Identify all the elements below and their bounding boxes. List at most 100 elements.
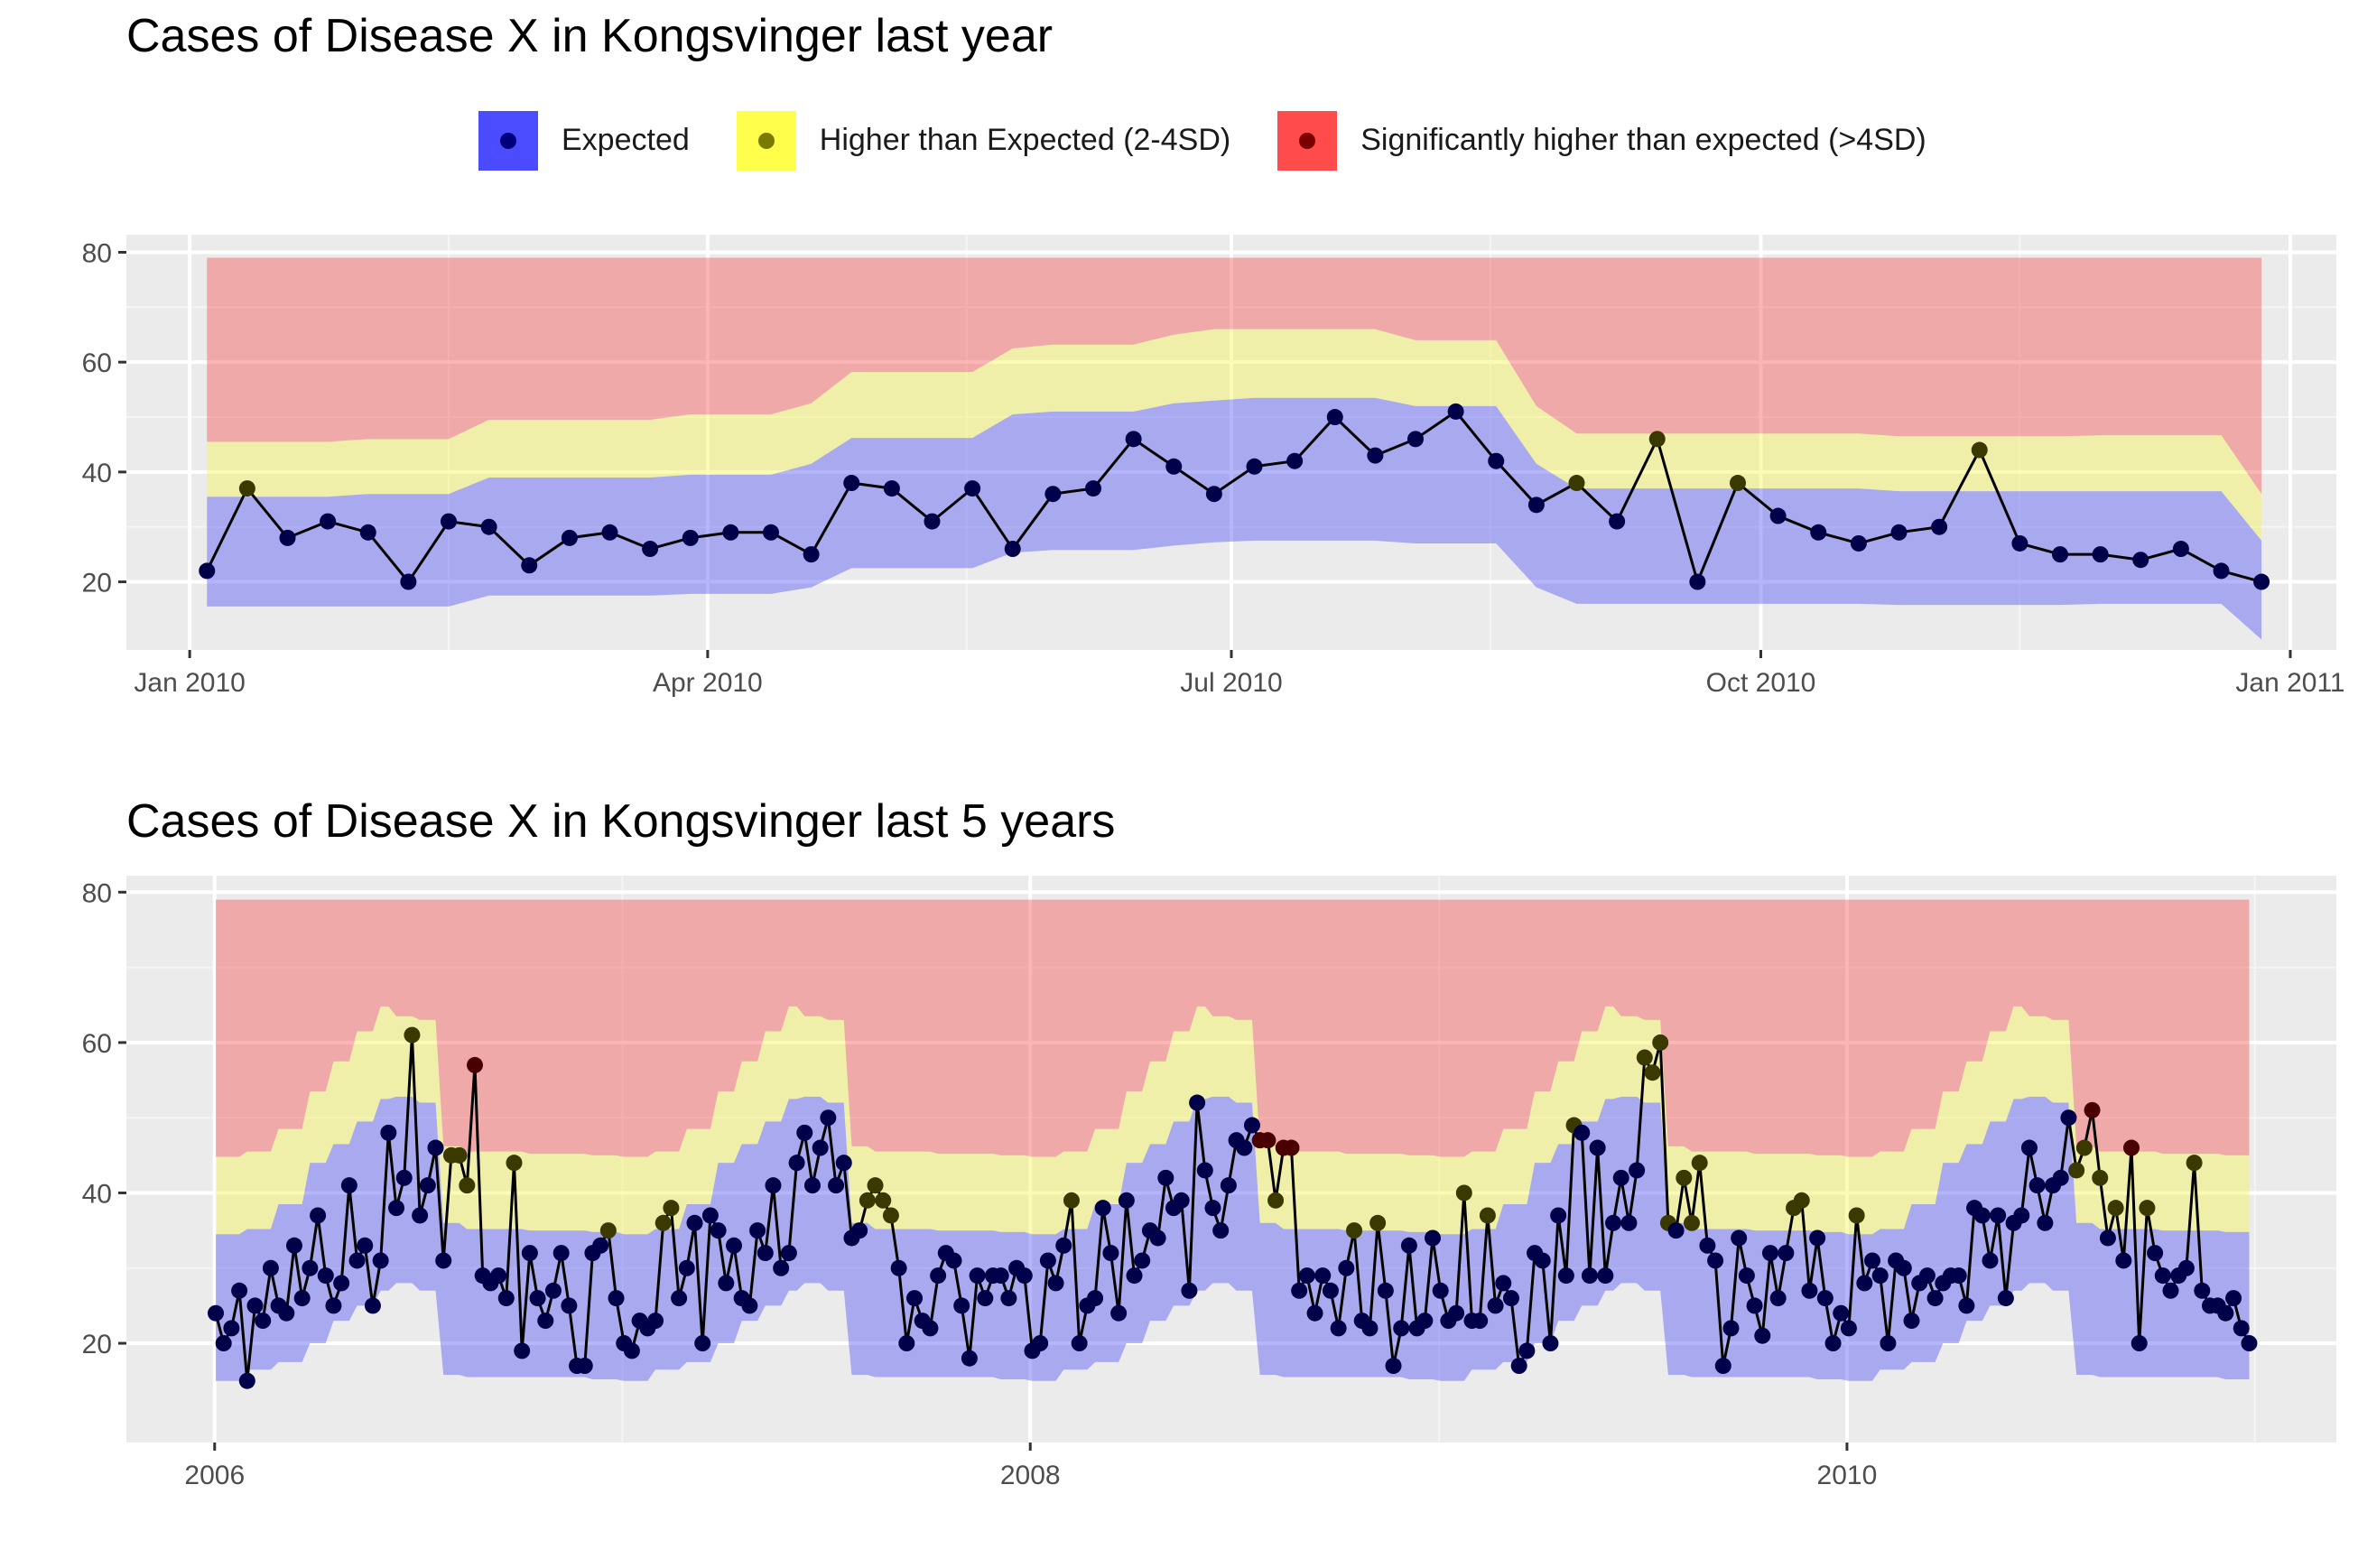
- band-significantly-higher: [207, 257, 2262, 495]
- data-point: [302, 1259, 319, 1276]
- data-point: [803, 1177, 821, 1194]
- data-point: [529, 1290, 546, 1307]
- data-point: [2115, 1252, 2132, 1269]
- data-point: [1761, 1245, 1778, 1262]
- data-point: [678, 1259, 695, 1276]
- data-point: [2139, 1200, 2156, 1217]
- data-point: [757, 1245, 774, 1262]
- data-point: [1047, 1275, 1064, 1292]
- data-point: [1997, 1290, 2014, 1307]
- data-point: [1864, 1252, 1881, 1269]
- data-point: [2147, 1245, 2164, 1262]
- data-point: [1400, 1237, 1417, 1254]
- data-point: [1973, 1207, 1991, 1224]
- data-point: [2217, 1304, 2234, 1322]
- data-point: [1550, 1207, 1567, 1224]
- data-point: [1338, 1259, 1355, 1276]
- data-point: [749, 1222, 766, 1239]
- legend-item-expected: Expected: [478, 110, 690, 171]
- legend-key-expected: [478, 110, 538, 171]
- data-point: [380, 1124, 397, 1141]
- series-line: [205, 409, 2262, 587]
- data-point: [654, 1214, 672, 1231]
- data-point: [1393, 1320, 1410, 1337]
- data-point: [552, 1245, 570, 1262]
- data-point: [1714, 1358, 1731, 1375]
- data-point: [372, 1252, 389, 1269]
- data-point: [898, 1335, 915, 1352]
- data-point: [1246, 458, 1263, 475]
- data-point: [1326, 409, 1343, 426]
- data-point: [1267, 1192, 1285, 1209]
- band-expected: [207, 397, 2262, 640]
- data-point: [1801, 1282, 1818, 1299]
- data-point: [890, 1259, 907, 1276]
- data-point: [1676, 1169, 1693, 1186]
- data-point: [1574, 1124, 1591, 1141]
- data-point: [1982, 1252, 1999, 1269]
- data-point: [2186, 1155, 2203, 1172]
- data-point: [467, 1056, 484, 1073]
- data-point: [576, 1358, 593, 1375]
- data-point: [1407, 431, 1424, 448]
- data-point: [1971, 441, 1988, 459]
- data-point: [765, 1177, 782, 1194]
- data-point: [412, 1207, 429, 1224]
- data-point: [285, 1237, 302, 1254]
- data-point: [1361, 1320, 1379, 1337]
- data-point: [924, 513, 941, 530]
- data-point: [1809, 1229, 1826, 1247]
- data-point: [1220, 1177, 1237, 1194]
- data-point: [1322, 1282, 1339, 1299]
- data-point: [1620, 1214, 1638, 1231]
- data-point: [1000, 1290, 1017, 1307]
- data-point: [1283, 1139, 1300, 1156]
- data-point: [1455, 1184, 1472, 1202]
- x-tick-label: 2010: [1817, 1461, 1878, 1490]
- data-point: [1778, 1245, 1795, 1262]
- data-point: [1722, 1320, 1740, 1337]
- data-point: [1286, 452, 1304, 469]
- data-point: [1196, 1162, 1213, 1179]
- data-point: [780, 1245, 797, 1262]
- data-point: [1730, 475, 1746, 492]
- data-point: [922, 1320, 939, 1337]
- data-point: [835, 1155, 852, 1172]
- legend-item-higher: Higher than Expected (2-4SD): [736, 110, 1230, 171]
- data-point: [1126, 1267, 1143, 1285]
- data-point: [1291, 1282, 1308, 1299]
- data-point: [1950, 1267, 1967, 1285]
- data-point: [1848, 1207, 1865, 1224]
- data-point: [404, 1026, 421, 1044]
- panel-background: [126, 876, 2336, 1443]
- data-point: [1683, 1214, 1700, 1231]
- data-point: [2020, 1139, 2038, 1156]
- data-point: [293, 1290, 311, 1307]
- data-point: [459, 1177, 476, 1194]
- x-tick-label: Jul 2010: [1180, 668, 1282, 698]
- data-point: [215, 1335, 232, 1352]
- data-point: [1903, 1313, 1920, 1330]
- data-point: [812, 1139, 829, 1156]
- data-point: [2011, 534, 2028, 552]
- data-point: [1181, 1282, 1198, 1299]
- data-point: [642, 541, 659, 558]
- y-tick-label: 80: [82, 878, 112, 908]
- data-point: [1793, 1192, 1810, 1209]
- data-point: [763, 524, 779, 541]
- data-point: [223, 1320, 240, 1337]
- data-point: [1385, 1358, 1402, 1375]
- data-point: [828, 1177, 845, 1194]
- data-point: [544, 1282, 562, 1299]
- y-tick-label: 20: [82, 1330, 112, 1359]
- data-point: [1609, 513, 1626, 530]
- data-point: [561, 529, 578, 546]
- data-point: [722, 524, 739, 541]
- data-point: [537, 1313, 554, 1330]
- data-point: [514, 1342, 531, 1359]
- data-point: [2092, 546, 2109, 563]
- chart-title-last-5-years: Cases of Disease X in Kongsvinger last 5…: [126, 795, 1116, 848]
- data-point: [1769, 507, 1787, 524]
- data-point: [1534, 1252, 1551, 1269]
- y-tick-label: 40: [82, 459, 112, 488]
